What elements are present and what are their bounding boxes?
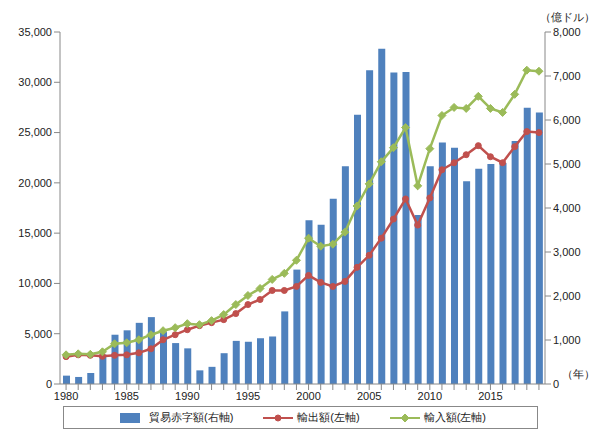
svg-text:20,000: 20,000: [18, 177, 52, 189]
svg-text:2005: 2005: [357, 390, 381, 402]
svg-text:2,000: 2,000: [553, 290, 581, 302]
html-text:（億ドル）: （億ドル）: [540, 11, 595, 23]
svg-text:10,000: 10,000: [18, 277, 52, 289]
svg-text:2015: 2015: [478, 390, 502, 402]
svg-text:1,000: 1,000: [553, 334, 581, 346]
svg-text:8,000: 8,000: [553, 26, 581, 38]
svg-text:0: 0: [46, 378, 52, 390]
svg-text:1980: 1980: [54, 390, 78, 402]
svg-text:0: 0: [553, 378, 559, 390]
svg-text:6,000: 6,000: [553, 114, 581, 126]
html-text:（年）: （年）: [562, 368, 595, 380]
svg-text:5,000: 5,000: [553, 158, 581, 170]
svg-text:30,000: 30,000: [18, 76, 52, 88]
html-text:輸出額(左軸): 輸出額(左軸): [297, 411, 360, 423]
svg-text:7,000: 7,000: [553, 70, 581, 82]
svg-text:1990: 1990: [175, 390, 199, 402]
svg-text:2010: 2010: [418, 390, 442, 402]
svg-text:15,000: 15,000: [18, 227, 52, 239]
svg-text:3,000: 3,000: [553, 246, 581, 258]
html-text:貿易赤字額(右軸): 貿易赤字額(右軸): [149, 411, 234, 423]
svg-text:1985: 1985: [114, 390, 138, 402]
svg-text:2000: 2000: [296, 390, 320, 402]
svg-text:4,000: 4,000: [553, 202, 581, 214]
svg-text:35,000: 35,000: [18, 26, 52, 38]
html-text:輸入額(左軸): 輸入額(左軸): [423, 411, 486, 423]
svg-text:1995: 1995: [236, 390, 260, 402]
svg-text:25,000: 25,000: [18, 126, 52, 138]
svg-text:5,000: 5,000: [24, 328, 52, 340]
